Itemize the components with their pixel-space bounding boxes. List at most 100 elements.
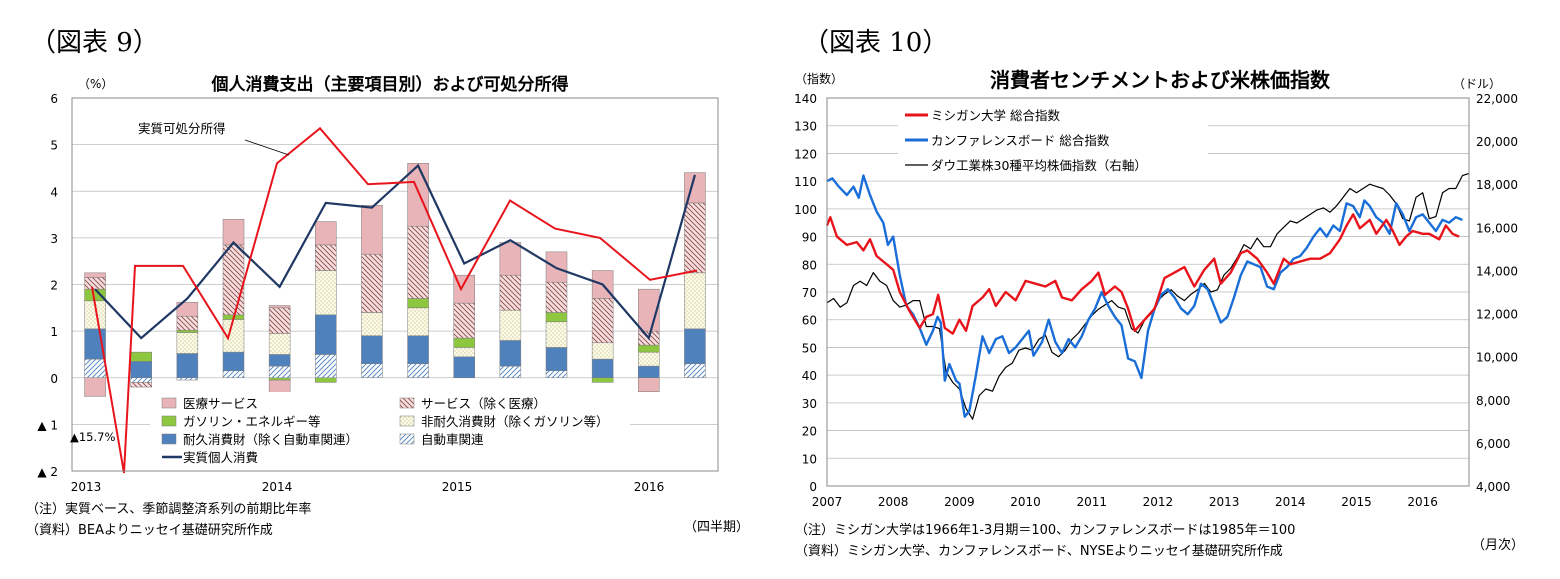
bar-segment	[361, 363, 383, 379]
bar-segment	[361, 204, 383, 255]
bar-segment	[268, 354, 291, 367]
bar-segment	[638, 365, 660, 378]
y-tick-label: 10	[802, 452, 817, 466]
bar-segment	[176, 332, 199, 354]
bar-segment	[545, 347, 568, 372]
annotation-leader-line	[244, 139, 290, 156]
figure9-source: （資料）BEAよりニッセイ基礎研究所作成	[26, 523, 273, 538]
bar-segment	[684, 328, 706, 365]
y-tick-label: 100	[794, 203, 817, 217]
bar-segment	[407, 335, 429, 365]
y2-tick-label: 8,000	[1476, 394, 1510, 408]
legend-swatch	[161, 397, 177, 409]
bar-segment	[315, 314, 337, 355]
figure10-period-label: （月次）	[1472, 538, 1525, 553]
bar-segment	[453, 302, 475, 339]
bar-segment	[407, 307, 429, 337]
bar-segment	[684, 272, 706, 330]
chart10-unit-left: （指数）	[795, 71, 843, 86]
figure-10-number: （図表 10）	[803, 28, 949, 58]
y-tick-label: 1	[50, 325, 58, 339]
x-tick-label: 2014	[1275, 495, 1306, 509]
x-tick-label: 2016	[1407, 495, 1438, 509]
bar-segment	[453, 337, 475, 348]
bar-segment	[453, 356, 475, 378]
x-tick-label: 2016	[634, 480, 665, 494]
x-tick-label: 2013	[71, 480, 102, 494]
chart9-lines	[91, 126, 698, 474]
x-tick-label: 2008	[878, 495, 909, 509]
chart9-unit: （%）	[78, 77, 113, 91]
bar-segment	[361, 335, 383, 365]
y-tick-label: 70	[802, 286, 817, 300]
y2-tick-label: 18,000	[1476, 178, 1518, 192]
bar-segment	[222, 218, 245, 246]
y-tick-label: 50	[802, 341, 817, 355]
legend-label: ガソリン・エネルギー等	[183, 414, 321, 429]
y-tick-label: ▲ 2	[37, 465, 58, 479]
bar-segment	[545, 281, 568, 313]
y-tick-label: 20	[802, 425, 817, 439]
bar-segment	[130, 351, 152, 362]
bar-segment	[222, 351, 245, 372]
legend-label: 非耐久消費財（除くガソリン等）	[421, 414, 609, 429]
y2-tick-label: 12,000	[1476, 308, 1518, 322]
bar-segment	[545, 312, 568, 323]
series-dow-jones	[826, 172, 1470, 420]
bar-segment	[684, 363, 706, 379]
legend-label: 自動車関連	[421, 432, 484, 447]
chart9-y-tick-labels: 6 5 4 3 2 1 0 ▲ 1 ▲ 2	[37, 92, 58, 479]
x-tick-label: 2012	[1143, 495, 1174, 509]
y-tick-label: 6	[50, 92, 58, 106]
bar-segment	[591, 298, 614, 344]
legend-background	[898, 105, 1208, 179]
chart10-x-tick-labels: 2007 2008 2009 2010 2011 2012 2013 2014 2015 2016	[812, 495, 1438, 509]
bar-segment	[268, 305, 291, 309]
chart9-plot-frame	[71, 97, 719, 472]
chart9-title: 個人消費支出（主要項目別）および可処分所得	[211, 74, 569, 95]
chart10-unit-right: （ドル）	[1453, 77, 1501, 91]
bar-segment	[499, 365, 522, 378]
bar-segment	[176, 329, 199, 333]
y-tick-label: 5	[50, 139, 58, 153]
bar-segment	[268, 307, 291, 334]
bar-segment	[176, 377, 199, 381]
bar-segment	[684, 202, 706, 274]
series-real-disposable-income	[91, 126, 698, 474]
y-tick-label: 30	[802, 397, 817, 411]
bar-segment	[545, 370, 568, 379]
y2-tick-label: 20,000	[1476, 135, 1518, 149]
bar-segment	[499, 274, 522, 311]
bar-segment	[638, 351, 660, 367]
bar-segment	[84, 272, 106, 278]
bar-segment	[315, 244, 337, 271]
y-tick-label: 140	[794, 92, 817, 106]
y-tick-label: 0	[50, 372, 58, 386]
bar-segment	[176, 301, 199, 317]
chart10-plot-frame	[826, 97, 1470, 487]
y2-tick-label: 22,000	[1476, 92, 1518, 106]
legend-background	[150, 392, 630, 468]
bar-segment	[176, 315, 199, 331]
x-tick-label: 2010	[1010, 495, 1041, 509]
bar-segment	[591, 358, 614, 379]
legend-label: サービス（除く医療）	[421, 396, 546, 411]
bar-segment	[315, 221, 337, 246]
figure10-note: （注）ミシガン大学は1966年1-3月期＝100、カンファレンスボードは1985…	[795, 523, 1296, 538]
chart9-x-tick-labels: 2013 2014 2015 2016	[71, 480, 665, 494]
legend-label: カンファレンスボード 総合指数	[931, 133, 1110, 148]
bar-segment	[453, 347, 475, 358]
bar-segment	[361, 312, 383, 337]
bar-segment	[591, 377, 614, 383]
x-tick-label: 2009	[944, 495, 975, 509]
y-tick-label: 90	[802, 231, 817, 245]
annotation-low-value: ▲15.7%	[70, 430, 115, 444]
chart9-legend: 医療サービス サービス（除く医療） ガソリン・エネルギー等 非耐久消費財（除くガソリン…	[150, 392, 630, 468]
bar-segment	[268, 377, 291, 381]
bar-segment	[361, 253, 383, 313]
x-tick-label: 2013	[1209, 495, 1240, 509]
series-michigan-sentiment	[825, 213, 1460, 335]
annotation-disposable-income: 実質可処分所得	[138, 121, 226, 136]
x-tick-label: 2015	[1341, 495, 1372, 509]
bar-segment	[638, 377, 660, 392]
